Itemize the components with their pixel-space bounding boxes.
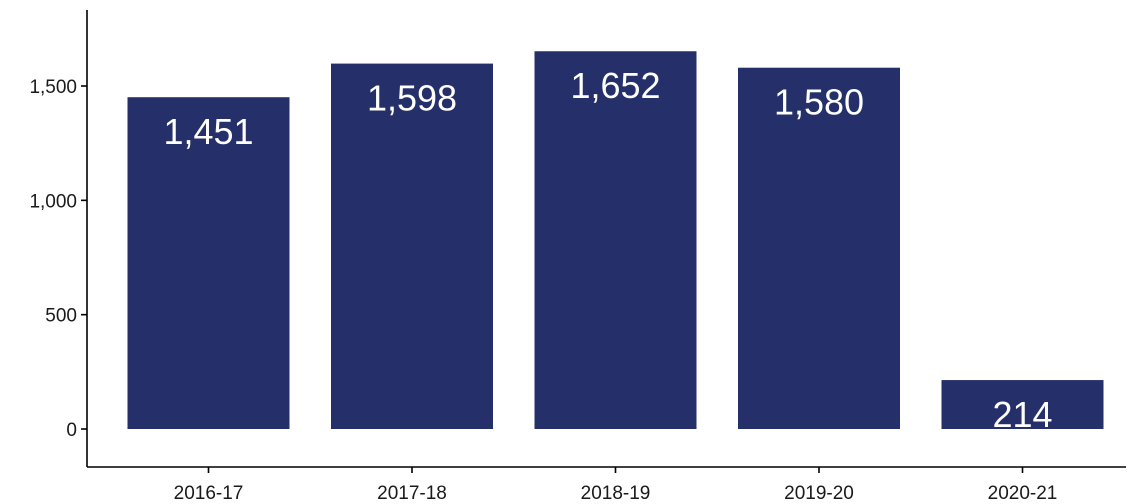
bar-value-labels-group: 1,451 1,598 1,652 1,580 214	[163, 65, 1052, 435]
x-tick-label: 2017-18	[377, 483, 447, 504]
y-tick-label: 1,000	[29, 191, 77, 212]
x-tick-label: 2019-20	[784, 483, 854, 504]
bar-value-label-2016-17: 1,451	[163, 111, 253, 152]
bar-value-label-2019-20: 1,580	[774, 82, 864, 123]
bar-2018-19	[534, 51, 697, 429]
y-tick-label: 0	[66, 420, 77, 441]
x-tick-label: 2020-21	[988, 483, 1058, 504]
x-tick-label: 2018-19	[581, 483, 651, 504]
bar-value-label-2017-18: 1,598	[367, 78, 457, 119]
y-axis-ticks: 0 500 1,000 1,500	[29, 77, 87, 441]
bar-value-label-2018-19: 1,652	[570, 65, 660, 106]
bar-value-label-2020-21: 214	[992, 394, 1052, 435]
bar-2016-17	[127, 97, 290, 430]
bar-2020-21	[941, 380, 1104, 429]
y-tick-label: 1,500	[29, 77, 77, 98]
y-tick-label: 500	[45, 306, 77, 327]
bars-group	[127, 51, 1104, 430]
bar-2017-18	[331, 63, 493, 429]
x-tick-label: 2016-17	[174, 483, 244, 504]
bar-2019-20	[738, 67, 900, 429]
x-axis-ticks: 2016-17 2017-18 2018-19 2019-20 2020-21	[174, 467, 1058, 504]
